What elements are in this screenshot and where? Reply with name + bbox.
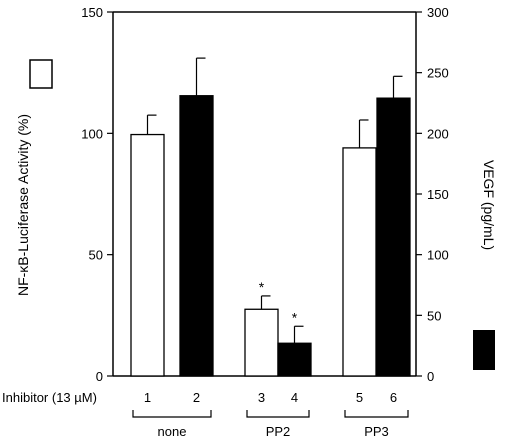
right-axis-label: VEGF (pg/mL) xyxy=(481,160,497,250)
left-axis-label: NF-κB-Luciferase Activity (%) xyxy=(15,114,31,296)
right-tick-label: 50 xyxy=(427,308,441,323)
right-tick-label: 200 xyxy=(427,126,449,141)
category-label: 3 xyxy=(258,390,265,405)
significance-marker: * xyxy=(259,279,265,295)
axes: 0 50 100 150 0 50 100 150 200 250 300 xyxy=(81,5,448,384)
group-label: PP3 xyxy=(364,424,389,439)
significance-marker: * xyxy=(292,309,298,325)
x-axis-label: Inhibitor (13 µM) xyxy=(2,390,97,405)
right-tick-label: 250 xyxy=(427,66,449,81)
bar-2 xyxy=(179,95,214,377)
bar-6 xyxy=(376,97,411,377)
right-tick-label: 300 xyxy=(427,5,449,20)
left-tick-label: 150 xyxy=(81,5,103,20)
category-label: 1 xyxy=(144,390,151,405)
left-tick-label: 100 xyxy=(81,126,103,141)
category-label: 2 xyxy=(193,390,200,405)
group-label: none xyxy=(158,424,187,439)
bar-4 xyxy=(277,342,312,377)
legend-filled-box xyxy=(473,330,495,370)
group-bracket xyxy=(132,410,212,418)
bar-5 xyxy=(342,147,377,377)
group-bracket xyxy=(344,410,409,418)
right-tick-label: 0 xyxy=(427,369,434,384)
bar-1 xyxy=(130,133,165,377)
right-tick-label: 150 xyxy=(427,187,449,202)
category-label: 4 xyxy=(291,390,298,405)
bar-3 xyxy=(244,308,279,377)
left-tick-label: 0 xyxy=(96,369,103,384)
category-label: 6 xyxy=(390,390,397,405)
left-tick-label: 50 xyxy=(89,248,103,263)
bars xyxy=(130,57,411,377)
legend-open-box xyxy=(29,59,53,89)
labels: * * 1 2 3 4 5 6 none PP2 PP3 xyxy=(132,279,409,439)
group-label: PP2 xyxy=(266,424,291,439)
right-tick-label: 100 xyxy=(427,248,449,263)
group-bracket xyxy=(246,410,310,418)
category-label: 5 xyxy=(356,390,363,405)
